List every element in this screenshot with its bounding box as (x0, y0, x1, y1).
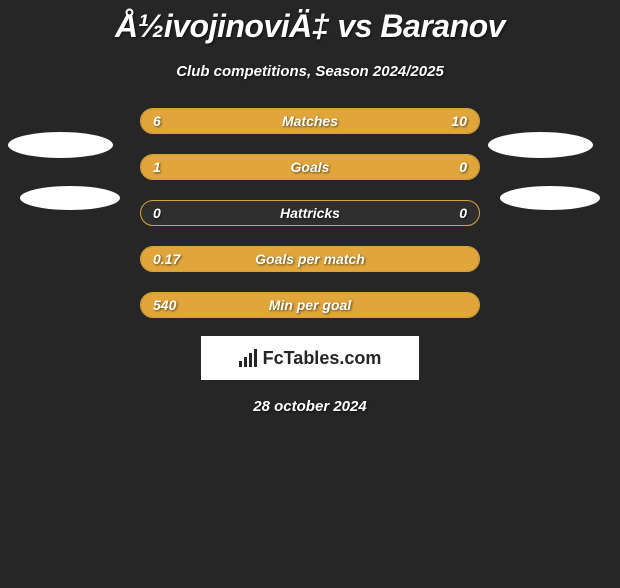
stat-row: 6Matches10 (140, 108, 480, 134)
stat-label: Goals (141, 155, 479, 179)
decoration-ellipse (500, 186, 600, 210)
stat-value-right: 10 (451, 109, 467, 133)
stat-label: Hattricks (141, 201, 479, 225)
stat-label: Min per goal (141, 293, 479, 317)
decoration-ellipse (488, 132, 593, 158)
subtitle: Club competitions, Season 2024/2025 (0, 63, 620, 80)
page-title: Å½ivojinoviÄ‡ vs Baranov (0, 8, 620, 45)
branding-box: FcTables.com (201, 336, 419, 380)
stat-row: 1Goals0 (140, 154, 480, 180)
stat-value-right: 0 (459, 155, 467, 179)
footer-date: 28 october 2024 (0, 398, 620, 415)
branding-logo: FcTables.com (239, 348, 382, 369)
decoration-ellipse (8, 132, 113, 158)
stat-label: Matches (141, 109, 479, 133)
branding-text: FcTables.com (263, 348, 382, 369)
stat-row: 0.17Goals per match (140, 246, 480, 272)
stat-label: Goals per match (141, 247, 479, 271)
decoration-ellipse (20, 186, 120, 210)
stat-value-right: 0 (459, 201, 467, 225)
bars-icon (239, 349, 257, 367)
stat-row: 540Min per goal (140, 292, 480, 318)
stat-row: 0Hattricks0 (140, 200, 480, 226)
stats-container: 6Matches101Goals00Hattricks00.17Goals pe… (140, 108, 480, 318)
